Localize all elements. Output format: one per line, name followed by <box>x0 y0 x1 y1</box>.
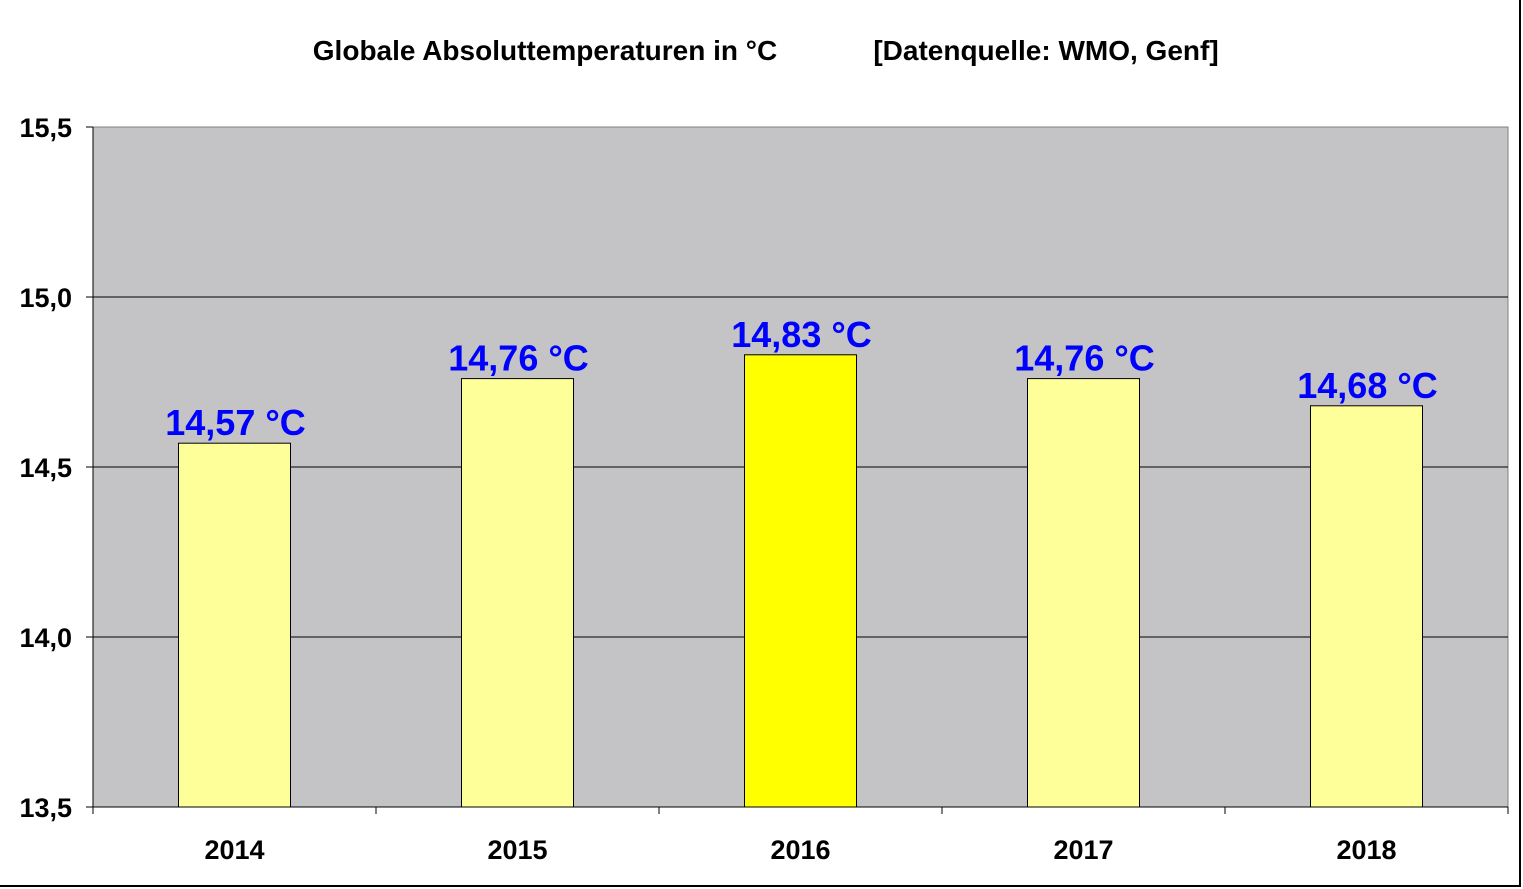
data-label-2014: 14,57 °C <box>165 402 305 443</box>
chart-title: Globale Absoluttemperaturen in °C <box>313 35 777 66</box>
x-tick-label-2015: 2015 <box>487 835 547 865</box>
y-tick-label: 15,0 <box>19 283 72 313</box>
x-tick-label-2018: 2018 <box>1336 835 1396 865</box>
y-tick-label: 14,0 <box>19 623 72 653</box>
x-tick-label-2014: 2014 <box>204 835 264 865</box>
y-tick-label: 13,5 <box>19 793 72 823</box>
x-tick-label-2017: 2017 <box>1053 835 1113 865</box>
data-label-2017: 14,76 °C <box>1014 338 1154 379</box>
y-tick-label: 14,5 <box>19 453 72 483</box>
bar-2016 <box>744 354 857 808</box>
data-label-2015: 14,76 °C <box>448 338 588 379</box>
bar-2014 <box>178 442 291 808</box>
y-tick-label: 15,5 <box>19 113 72 143</box>
x-tick-label-2016: 2016 <box>770 835 830 865</box>
data-label-2016: 14,83 °C <box>731 314 871 355</box>
chart-subtitle: [Datenquelle: WMO, Genf] <box>873 35 1218 66</box>
bar-2015 <box>461 378 574 808</box>
bar-2017 <box>1027 378 1140 808</box>
bar-2018 <box>1310 405 1423 808</box>
data-label-2018: 14,68 °C <box>1297 365 1437 406</box>
